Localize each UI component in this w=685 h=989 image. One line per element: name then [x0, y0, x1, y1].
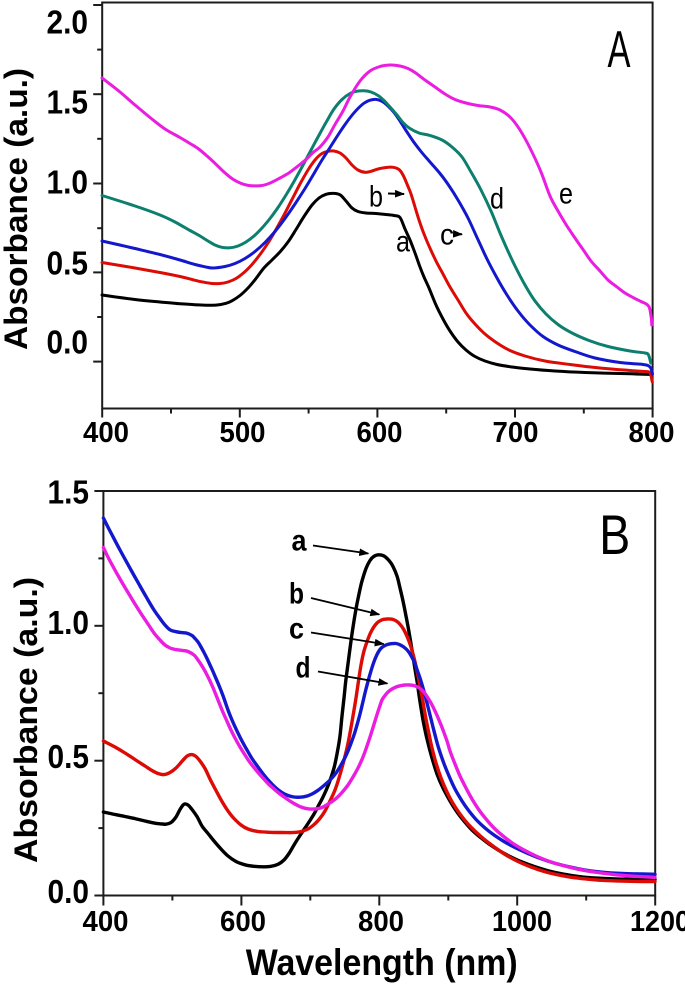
svg-text:0.5: 0.5 — [48, 738, 90, 775]
svg-text:b: b — [369, 181, 383, 214]
svg-text:1.0: 1.0 — [47, 164, 89, 201]
svg-text:600: 600 — [357, 417, 403, 449]
svg-text:2.0: 2.0 — [47, 4, 89, 41]
svg-text:0.0: 0.0 — [47, 324, 89, 361]
svg-text:a: a — [396, 226, 410, 259]
svg-text:a: a — [292, 525, 307, 558]
svg-text:400: 400 — [83, 417, 129, 449]
svg-text:0.5: 0.5 — [47, 245, 89, 282]
svg-text:0.0: 0.0 — [48, 873, 90, 910]
svg-text:1000: 1000 — [492, 906, 552, 938]
svg-text:d: d — [490, 183, 504, 216]
svg-text:1.0: 1.0 — [48, 604, 90, 641]
svg-text:e: e — [559, 178, 573, 211]
svg-text:Absorbance (a.u.): Absorbance (a.u.) — [0, 68, 34, 350]
svg-text:1.5: 1.5 — [48, 474, 90, 511]
svg-text:600: 600 — [220, 906, 266, 938]
svg-text:Wavelength (nm): Wavelength (nm) — [246, 942, 518, 983]
svg-text:b: b — [289, 578, 304, 611]
svg-text:Absorbance (a.u.): Absorbance (a.u.) — [8, 577, 44, 863]
svg-text:1.5: 1.5 — [47, 84, 89, 121]
svg-text:800: 800 — [629, 417, 675, 449]
svg-text:B: B — [599, 503, 630, 566]
svg-text:d: d — [296, 652, 311, 685]
svg-text:1200: 1200 — [630, 906, 685, 938]
svg-text:700: 700 — [493, 417, 539, 449]
svg-text:400: 400 — [83, 906, 129, 938]
svg-text:800: 800 — [358, 906, 404, 938]
svg-text:A: A — [608, 21, 631, 79]
svg-text:c: c — [440, 219, 454, 252]
svg-text:500: 500 — [220, 417, 266, 449]
svg-text:c: c — [289, 613, 304, 646]
